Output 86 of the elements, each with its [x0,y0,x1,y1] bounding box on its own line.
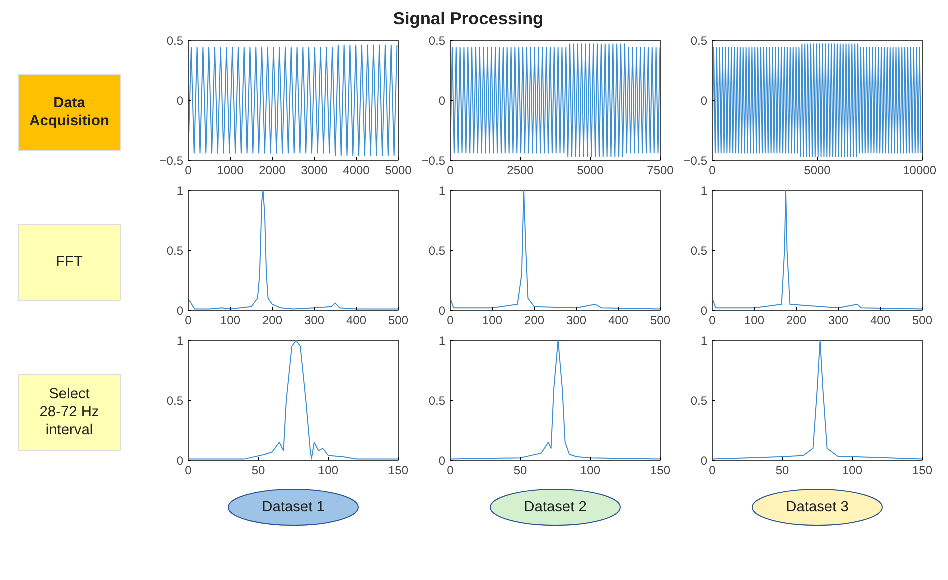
x-tick-label: 400 [608,314,629,328]
line-series [450,44,660,158]
y-tick-label: 1 [176,334,184,348]
x-tick-label: 300 [828,314,849,328]
y-tick-label: 1 [176,184,184,198]
y-tick-label: 0 [438,304,446,318]
line-series [712,190,922,310]
x-tick-label: 100 [220,314,241,328]
x-tick-label: 150 [388,464,409,478]
x-tick-label: 10000 [903,164,937,178]
x-tick-label: 100 [842,464,863,478]
y-tick-label: 0.5 [428,34,446,48]
text: FFT [56,254,83,270]
line-series [712,44,922,158]
line-series [188,190,398,310]
y-tick-label: −0.5 [684,154,708,168]
y-tick-label: 0 [700,94,708,108]
text: Select 28-72 Hz interval [40,386,100,438]
x-tick-label: 150 [650,464,671,478]
x-tick-label: 0 [185,314,192,328]
x-tick-label: 0 [447,164,454,178]
y-tick-label: 0.5 [166,34,184,48]
x-tick-label: 400 [346,314,367,328]
x-tick-label: 2000 [259,164,286,178]
x-tick-label: 150 [912,464,933,478]
x-tick-label: 100 [744,314,765,328]
x-tick-label: 200 [524,314,545,328]
x-tick-label: 100 [318,464,339,478]
y-tick-label: 0 [438,94,446,108]
x-tick-label: 2500 [507,164,534,178]
y-tick-label: 1 [438,334,446,348]
x-tick-label: 300 [566,314,587,328]
x-tick-label: 50 [252,464,266,478]
x-tick-label: 200 [262,314,283,328]
x-axis-title: Dataset 2 [524,500,587,516]
x-tick-label: 0 [447,464,454,478]
text: Signal Processing [393,8,544,28]
x-tick-label: 500 [650,314,671,328]
x-tick-label: 1000 [217,164,244,178]
y-tick-label: −0.5 [422,154,446,168]
y-tick-label: 0.5 [428,244,446,258]
x-tick-label: 4000 [343,164,370,178]
x-tick-label: 400 [870,314,891,328]
x-tick-label: 50 [514,464,528,478]
x-tick-label: 500 [388,314,409,328]
y-tick-label: 0 [176,454,184,468]
y-tick-label: 0 [438,454,446,468]
y-tick-label: 0 [176,94,184,108]
y-tick-label: 0.5 [166,394,184,408]
line-series [450,340,660,460]
line-series [450,190,660,310]
x-tick-label: 200 [786,314,807,328]
x-tick-label: 7500 [647,164,674,178]
text: Data Acquisition [30,96,110,130]
y-tick-label: 0.5 [690,394,708,408]
x-tick-label: 0 [447,314,454,328]
y-tick-label: 0 [700,454,708,468]
y-tick-label: 1 [700,334,708,348]
x-axis-title: Dataset 3 [786,500,849,516]
y-tick-label: 0.5 [166,244,184,258]
y-tick-label: 0 [176,304,184,318]
x-tick-label: 500 [912,314,933,328]
x-tick-label: 0 [709,164,716,178]
x-tick-label: 100 [482,314,503,328]
y-tick-label: 1 [700,184,708,198]
x-tick-label: 100 [580,464,601,478]
x-tick-label: 5000 [577,164,604,178]
line-series [712,340,922,460]
y-tick-label: 1 [438,184,446,198]
x-tick-label: 0 [709,314,716,328]
x-tick-label: 5000 [385,164,412,178]
x-tick-label: 300 [304,314,325,328]
y-tick-label: 0.5 [690,244,708,258]
x-tick-label: 50 [776,464,790,478]
x-axis-title: Dataset 1 [262,500,325,516]
y-tick-label: 0 [700,304,708,318]
line-series [188,340,398,460]
x-tick-label: 0 [709,464,716,478]
x-tick-label: 0 [185,464,192,478]
x-tick-label: 0 [185,164,192,178]
x-tick-label: 5000 [804,164,832,178]
y-tick-label: 0.5 [428,394,446,408]
x-tick-label: 3000 [301,164,328,178]
line-series [188,44,398,156]
y-tick-label: 0.5 [690,34,708,48]
y-tick-label: −0.5 [160,154,184,168]
